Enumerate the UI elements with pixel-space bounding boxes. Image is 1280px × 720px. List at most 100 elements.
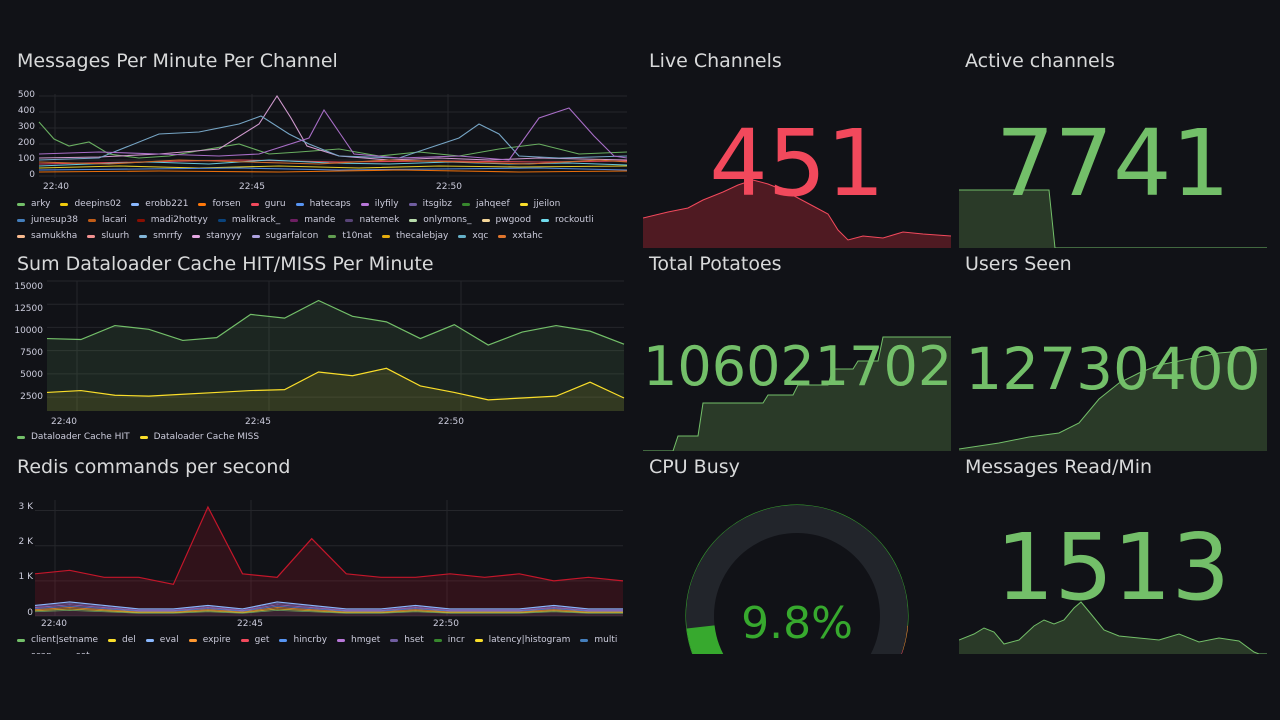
y-tick: 500 [17, 90, 35, 100]
legend-label: multi [594, 635, 618, 645]
stat-value: 1060217022 [643, 335, 951, 398]
legend-item[interactable]: hincrby [279, 632, 327, 648]
legend-label: itsgibz [422, 199, 452, 209]
gauge-track [686, 505, 908, 654]
legend-item[interactable]: stanyyy [192, 228, 242, 244]
panel-total-potatoes[interactable]: Total Potatoes 1060217022 [643, 253, 951, 451]
legend-item[interactable]: scan [17, 648, 52, 654]
y-tick: 10000 [14, 326, 43, 336]
legend-label: del [122, 635, 136, 645]
series-line [34, 602, 623, 611]
legend-item[interactable]: set [62, 648, 90, 654]
panel-messages-per-minute[interactable]: Messages Per Minute Per Channel 500 400 … [11, 50, 631, 248]
panel-title: Redis commands per second [17, 456, 291, 478]
legend-swatch [461, 202, 470, 206]
dataloader-plot[interactable] [46, 280, 625, 411]
legend-label: stanyyy [206, 231, 242, 241]
legend-item[interactable]: expire [188, 632, 231, 648]
legend-swatch [481, 218, 490, 222]
stat-value: 1513 [995, 514, 1231, 621]
legend-item[interactable]: samukkha [17, 228, 77, 244]
panel-cpu-busy[interactable]: CPU Busy 9.8% [643, 456, 951, 654]
legend-item[interactable]: t10nat [328, 228, 372, 244]
y-tick: 100 [17, 154, 35, 164]
legend: arky deepins02 erobb221 forsen guru hatecaps i… [17, 196, 629, 244]
legend-item[interactable]: Dataloader Cache MISS [139, 429, 259, 445]
redis-plot[interactable] [34, 500, 624, 617]
legend-swatch [498, 234, 507, 238]
legend-item[interactable]: get [240, 632, 269, 648]
y-tick: 7500 [20, 348, 43, 358]
legend-swatch [390, 638, 399, 642]
legend-item[interactable]: thecalebjay [382, 228, 448, 244]
legend-item[interactable]: natemek [345, 212, 399, 228]
legend-swatch [250, 202, 259, 206]
cpu-gauge [685, 504, 909, 654]
panel-redis-commands[interactable]: Redis commands per second 3 K 2 K 1 K 0 … [11, 456, 631, 654]
legend-swatch [580, 638, 589, 642]
legend-item[interactable]: xxtahc [498, 228, 543, 244]
legend-item[interactable]: mande [290, 212, 335, 228]
legend-item[interactable]: incr [433, 632, 465, 648]
y-tick: 3 K [18, 502, 34, 512]
legend-item[interactable]: rockoutli [541, 212, 594, 228]
legend-item[interactable]: jjeilon [519, 196, 560, 212]
panel-users-seen[interactable]: Users Seen 12730400 [959, 253, 1267, 451]
legend-item[interactable]: deepins02 [60, 196, 121, 212]
legend-item[interactable]: Dataloader Cache HIT [17, 429, 130, 445]
x-tick: 22:45 [245, 417, 271, 427]
legend-label: arky [31, 199, 51, 209]
legend-label: Dataloader Cache HIT [31, 432, 130, 442]
legend-item[interactable]: malikrack_ [217, 212, 280, 228]
legend-item[interactable]: hset [390, 632, 424, 648]
gauge-value [686, 624, 724, 654]
series-area [35, 507, 623, 616]
messages-plot[interactable] [38, 94, 628, 178]
legend-item[interactable]: xqc [458, 228, 488, 244]
legend-item[interactable]: client|setname [17, 632, 98, 648]
legend-item[interactable]: hatecaps [295, 196, 351, 212]
panel-live-channels[interactable]: Live Channels 451 [643, 50, 951, 248]
legend-item[interactable]: guru [250, 196, 286, 212]
y-tick: 400 [17, 106, 35, 116]
legend-item[interactable]: multi [580, 632, 617, 648]
legend-item[interactable]: itsgibz [408, 196, 452, 212]
legend-item[interactable]: latency|histogram [474, 632, 570, 648]
legend-item[interactable]: eval [145, 632, 179, 648]
legend-swatch [290, 218, 299, 222]
panel-messages-read[interactable]: Messages Read/Min 1513 [959, 456, 1267, 654]
series-line [46, 367, 625, 401]
y-tick: 0 [29, 170, 35, 180]
legend-item[interactable]: onlymons_ [409, 212, 472, 228]
panel-title: Active channels [965, 50, 1115, 72]
legend-item[interactable]: smrrfy [139, 228, 182, 244]
y-tick: 300 [17, 122, 35, 132]
legend-label: xqc [472, 231, 489, 241]
legend-swatch [217, 218, 226, 222]
legend-item[interactable]: sugarfalcon [251, 228, 318, 244]
legend-label: scan [31, 651, 52, 654]
legend-item[interactable]: junesup38 [17, 212, 78, 228]
legend-item[interactable]: hmget [337, 632, 380, 648]
legend-item[interactable]: erobb221 [131, 196, 188, 212]
legend-swatch [382, 234, 391, 238]
legend-item[interactable]: forsen [198, 196, 241, 212]
legend-item[interactable]: arky [17, 196, 50, 212]
x-tick: 22:40 [51, 417, 77, 427]
legend-item[interactable]: sluurh [87, 228, 129, 244]
panel-dataloader-cache[interactable]: Sum Dataloader Cache HIT/MISS Per Minute… [11, 253, 631, 451]
legend-item[interactable]: madi2hottyy [136, 212, 208, 228]
legend-swatch [17, 234, 25, 238]
x-tick: 22:50 [438, 417, 464, 427]
legend-swatch [60, 202, 69, 206]
legend-item[interactable]: lacari [88, 212, 127, 228]
legend-item[interactable]: jahqeef [461, 196, 510, 212]
panel-active-channels[interactable]: Active channels 7741 [959, 50, 1267, 248]
legend-item[interactable]: del [108, 632, 136, 648]
legend-swatch [17, 202, 25, 206]
legend-swatch [87, 234, 96, 238]
legend-item[interactable]: pwgood [481, 212, 531, 228]
legend-label: erobb221 [145, 199, 189, 209]
legend-item[interactable]: ilyfily [360, 196, 399, 212]
series-line [46, 299, 625, 346]
